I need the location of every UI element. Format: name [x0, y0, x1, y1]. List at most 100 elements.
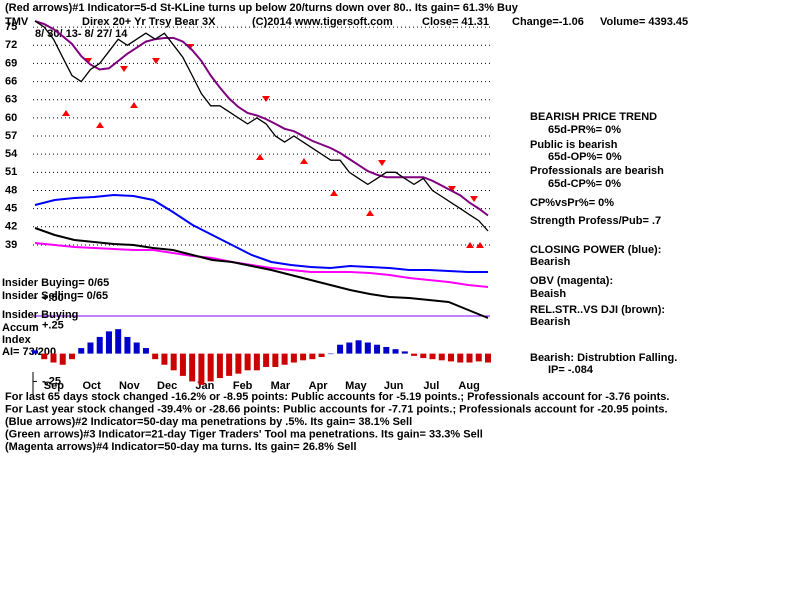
side-note: Bearish — [530, 316, 571, 328]
side-note: REL.STR..VS DJI (brown): — [530, 304, 665, 316]
side-note: 65d-OP%= 0% — [548, 151, 622, 163]
series-line — [34, 242, 489, 288]
series-line — [34, 193, 488, 273]
bar — [263, 353, 270, 367]
bar — [96, 336, 103, 354]
y-tick-label: 57 — [5, 130, 17, 142]
bar — [244, 353, 251, 371]
bar — [475, 353, 482, 362]
change: Change=-1.06 — [512, 16, 584, 28]
bar — [170, 353, 177, 371]
bar — [281, 353, 288, 365]
left-label: AI= 73/200 — [2, 346, 56, 358]
bar — [41, 353, 48, 360]
bar — [161, 353, 168, 365]
x-tick-label: Jun — [384, 380, 404, 392]
bar — [457, 353, 464, 363]
left-label: Accum — [2, 322, 39, 334]
left-label: Insider Selling= 0/65 — [2, 290, 108, 302]
bar — [355, 340, 362, 354]
moving-average — [34, 20, 489, 217]
y-tick-label: 51 — [5, 166, 17, 178]
bar — [87, 342, 94, 354]
footer-line: (Blue arrows)#2 Indicator=50-day ma pene… — [5, 416, 412, 428]
header-line: (Red arrows)#1 Indicator=5-d St-KLine tu… — [5, 2, 519, 14]
bar — [318, 353, 325, 357]
side-note: Bearish: Distrubtion Falling. — [530, 352, 677, 364]
bar — [374, 344, 381, 354]
x-tick-label: Apr — [309, 380, 329, 392]
y-tick-label: 66 — [5, 75, 17, 87]
symbol: TMV — [5, 16, 29, 28]
footer-line: For Last year stock changed -39.4% or -2… — [5, 403, 668, 415]
side-note: Public is bearish — [530, 139, 618, 151]
bar — [133, 342, 140, 354]
bar — [290, 353, 297, 363]
bar — [448, 353, 455, 362]
footer-line: (Magenta arrows)#4 Indicator=50-day ma t… — [5, 441, 357, 453]
left-label: Insider Buying= 0/65 — [2, 277, 109, 289]
bar — [189, 353, 196, 382]
x-tick-label: Dec — [157, 380, 177, 392]
bar — [485, 353, 491, 363]
bar — [78, 348, 85, 354]
side-note: Beaish — [530, 288, 566, 300]
y-tick-label: -.25 — [42, 375, 61, 387]
bar — [235, 353, 242, 374]
y-tick-label: 63 — [5, 94, 17, 106]
side-note: CP%vsPr%= 0% — [530, 197, 614, 209]
bar — [198, 353, 205, 385]
footer-line: For last 65 days stock changed -16.2% or… — [5, 391, 669, 403]
y-tick-label: 54 — [5, 148, 18, 160]
x-tick-label: Mar — [271, 380, 291, 392]
bar — [226, 353, 233, 376]
bar — [50, 353, 57, 363]
bar — [152, 353, 159, 360]
x-tick-label: Aug — [458, 380, 479, 392]
bar — [337, 344, 344, 354]
y-tick-label: 60 — [5, 112, 17, 124]
bar — [309, 353, 316, 360]
side-note: IP= -.084 — [548, 364, 594, 376]
bar — [420, 353, 427, 359]
bar — [429, 353, 436, 360]
side-note: BEARISH PRICE TREND — [530, 111, 657, 123]
bar — [124, 336, 131, 354]
close: Close= 41.31 — [422, 16, 489, 28]
copyright: (C)2014 www.tigersoft.com — [252, 16, 393, 28]
y-tick-label: 48 — [5, 184, 17, 196]
bar — [115, 329, 122, 354]
series-line — [34, 20, 489, 232]
side-note: CLOSING POWER (blue): — [530, 244, 661, 256]
y-tick-label: 72 — [5, 39, 17, 51]
bar — [401, 351, 408, 354]
fund-name: Direx 20+ Yr Trsy Bear 3X — [82, 16, 216, 28]
y-tick-label: +.25 — [42, 320, 64, 332]
y-tick-label: 45 — [5, 203, 17, 215]
bar — [32, 350, 38, 354]
bar — [364, 342, 371, 354]
side-note: 65d-PR%= 0% — [548, 124, 621, 136]
left-label: Index — [2, 334, 32, 346]
x-tick-label: Jul — [423, 380, 439, 392]
y-tick-label: 69 — [5, 57, 17, 69]
bar — [466, 353, 473, 363]
series-line — [34, 227, 489, 319]
bar — [207, 353, 214, 382]
bar — [272, 353, 279, 367]
bar — [346, 342, 353, 354]
bar — [253, 353, 260, 371]
bar — [327, 353, 334, 355]
y-tick-label: +.50 — [42, 292, 64, 304]
bar — [105, 331, 112, 354]
left-label: Insider Buying — [2, 309, 78, 321]
y-tick-label: 39 — [5, 239, 17, 251]
side-note: Bearish — [530, 256, 571, 268]
x-tick-label: May — [345, 380, 367, 392]
y-tick-label: 42 — [5, 221, 17, 233]
side-note: Strength Profess/Pub= .7 — [530, 215, 661, 227]
side-note: Professionals are bearish — [530, 165, 664, 177]
footer-line: (Green arrows)#3 Indicator=21-day Tiger … — [5, 428, 483, 440]
side-note: OBV (magenta): — [530, 275, 613, 287]
